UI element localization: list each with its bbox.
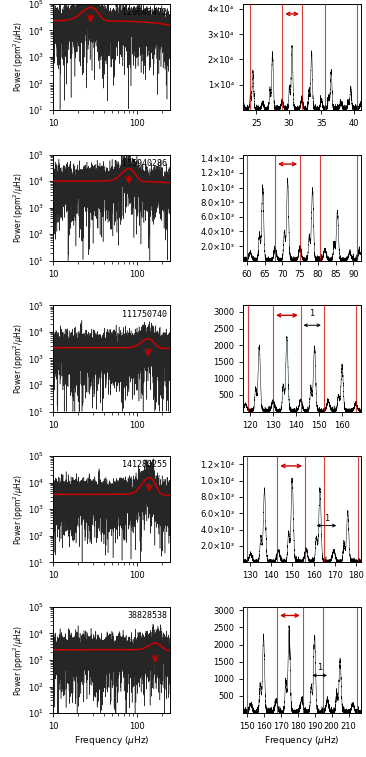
Text: 111750740: 111750740 — [122, 310, 167, 319]
Y-axis label: Power (ppm$^2$/$\mu$Hz): Power (ppm$^2$/$\mu$Hz) — [12, 625, 26, 696]
Text: 1: 1 — [324, 513, 329, 522]
Y-axis label: Power (ppm$^2$/$\mu$Hz): Power (ppm$^2$/$\mu$Hz) — [12, 323, 26, 394]
Y-axis label: Power (ppm$^2$/$\mu$Hz): Power (ppm$^2$/$\mu$Hz) — [12, 474, 26, 545]
X-axis label: Frequency ($\mu$Hz): Frequency ($\mu$Hz) — [74, 734, 150, 747]
X-axis label: Frequency ($\mu$Hz): Frequency ($\mu$Hz) — [264, 734, 340, 747]
Text: 129649472: 129649472 — [122, 8, 167, 17]
Y-axis label: Power (ppm$^2$/$\mu$Hz): Power (ppm$^2$/$\mu$Hz) — [12, 172, 26, 243]
Text: 141280255: 141280255 — [122, 460, 167, 469]
Text: 155940286: 155940286 — [122, 159, 167, 168]
Text: 38828538: 38828538 — [127, 611, 167, 620]
Text: 1: 1 — [310, 310, 315, 319]
Y-axis label: Power (ppm$^2$/$\mu$Hz): Power (ppm$^2$/$\mu$Hz) — [12, 21, 26, 92]
Text: 1: 1 — [317, 663, 322, 672]
